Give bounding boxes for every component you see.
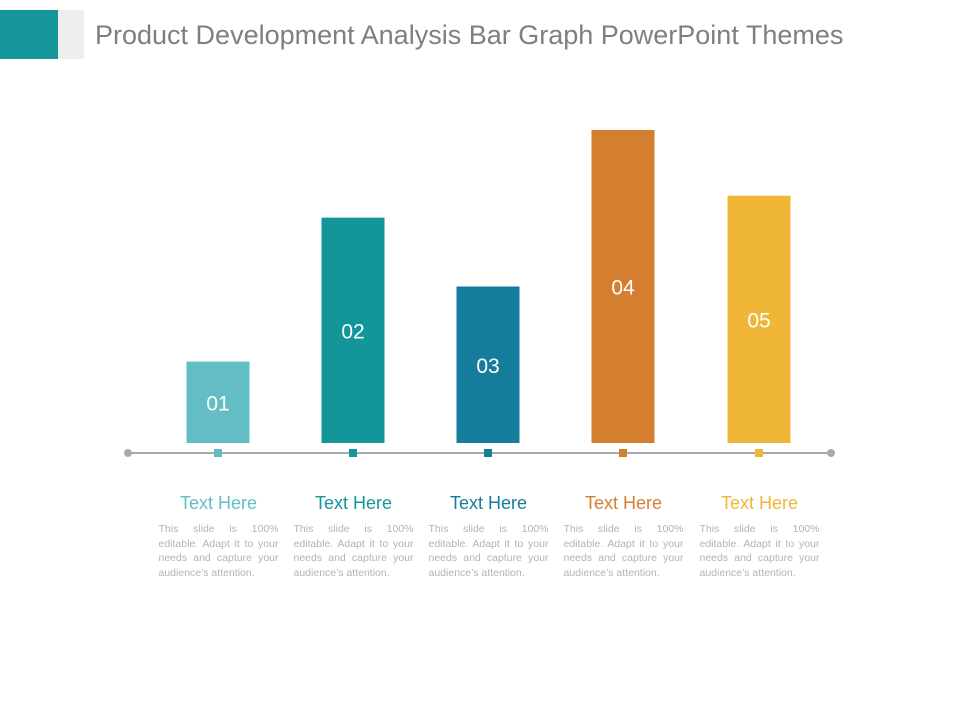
x-axis-end-dot [827, 449, 835, 457]
bar-label-01: 01 [206, 392, 229, 415]
bar-label-02: 02 [341, 320, 364, 343]
axis-marker-01 [214, 449, 222, 457]
bar-05 [727, 195, 791, 443]
bar-label-05: 05 [747, 309, 770, 332]
caption-05: Text Here This slide is 100% editable. A… [682, 492, 837, 580]
axis-markers-group [214, 449, 763, 457]
caption-02: Text Here This slide is 100% editable. A… [276, 492, 431, 580]
caption-body: This slide is 100% editable. Adapt it to… [699, 523, 820, 579]
x-axis-start-dot [124, 449, 132, 457]
caption-title: Text Here [584, 493, 663, 513]
caption-04: Text Here This slide is 100% editable. A… [546, 492, 701, 580]
caption-body: This slide is 100% editable. Adapt it to… [158, 523, 279, 579]
caption-body: This slide is 100% editable. Adapt it to… [563, 523, 684, 579]
bar-01 [186, 361, 250, 443]
title-accent-bar [0, 10, 58, 59]
caption-01: Text Here This slide is 100% editable. A… [141, 492, 296, 580]
caption-03: Text Here This slide is 100% editable. A… [411, 492, 566, 580]
bar-04 [591, 130, 655, 443]
bar-chart: 01 02 03 04 05 [124, 130, 835, 457]
axis-marker-04 [619, 449, 627, 457]
bar-03 [456, 286, 520, 443]
caption-body: This slide is 100% editable. Adapt it to… [293, 523, 414, 579]
caption-body: This slide is 100% editable. Adapt it to… [428, 523, 549, 579]
axis-marker-02 [349, 449, 357, 457]
axis-marker-03 [484, 449, 492, 457]
axis-marker-05 [755, 449, 763, 457]
bar-label-03: 03 [476, 355, 499, 378]
bar-label-04: 04 [611, 277, 635, 300]
bar-02 [321, 217, 385, 443]
caption-title: Text Here [720, 493, 799, 513]
title-accent-bar-light [58, 10, 84, 59]
caption-title: Text Here [179, 493, 258, 513]
caption-title: Text Here [449, 493, 528, 513]
slide-title: Product Development Analysis Bar Graph P… [95, 20, 844, 50]
bars-group: 01 02 03 04 05 [186, 130, 791, 443]
caption-title: Text Here [314, 493, 393, 513]
